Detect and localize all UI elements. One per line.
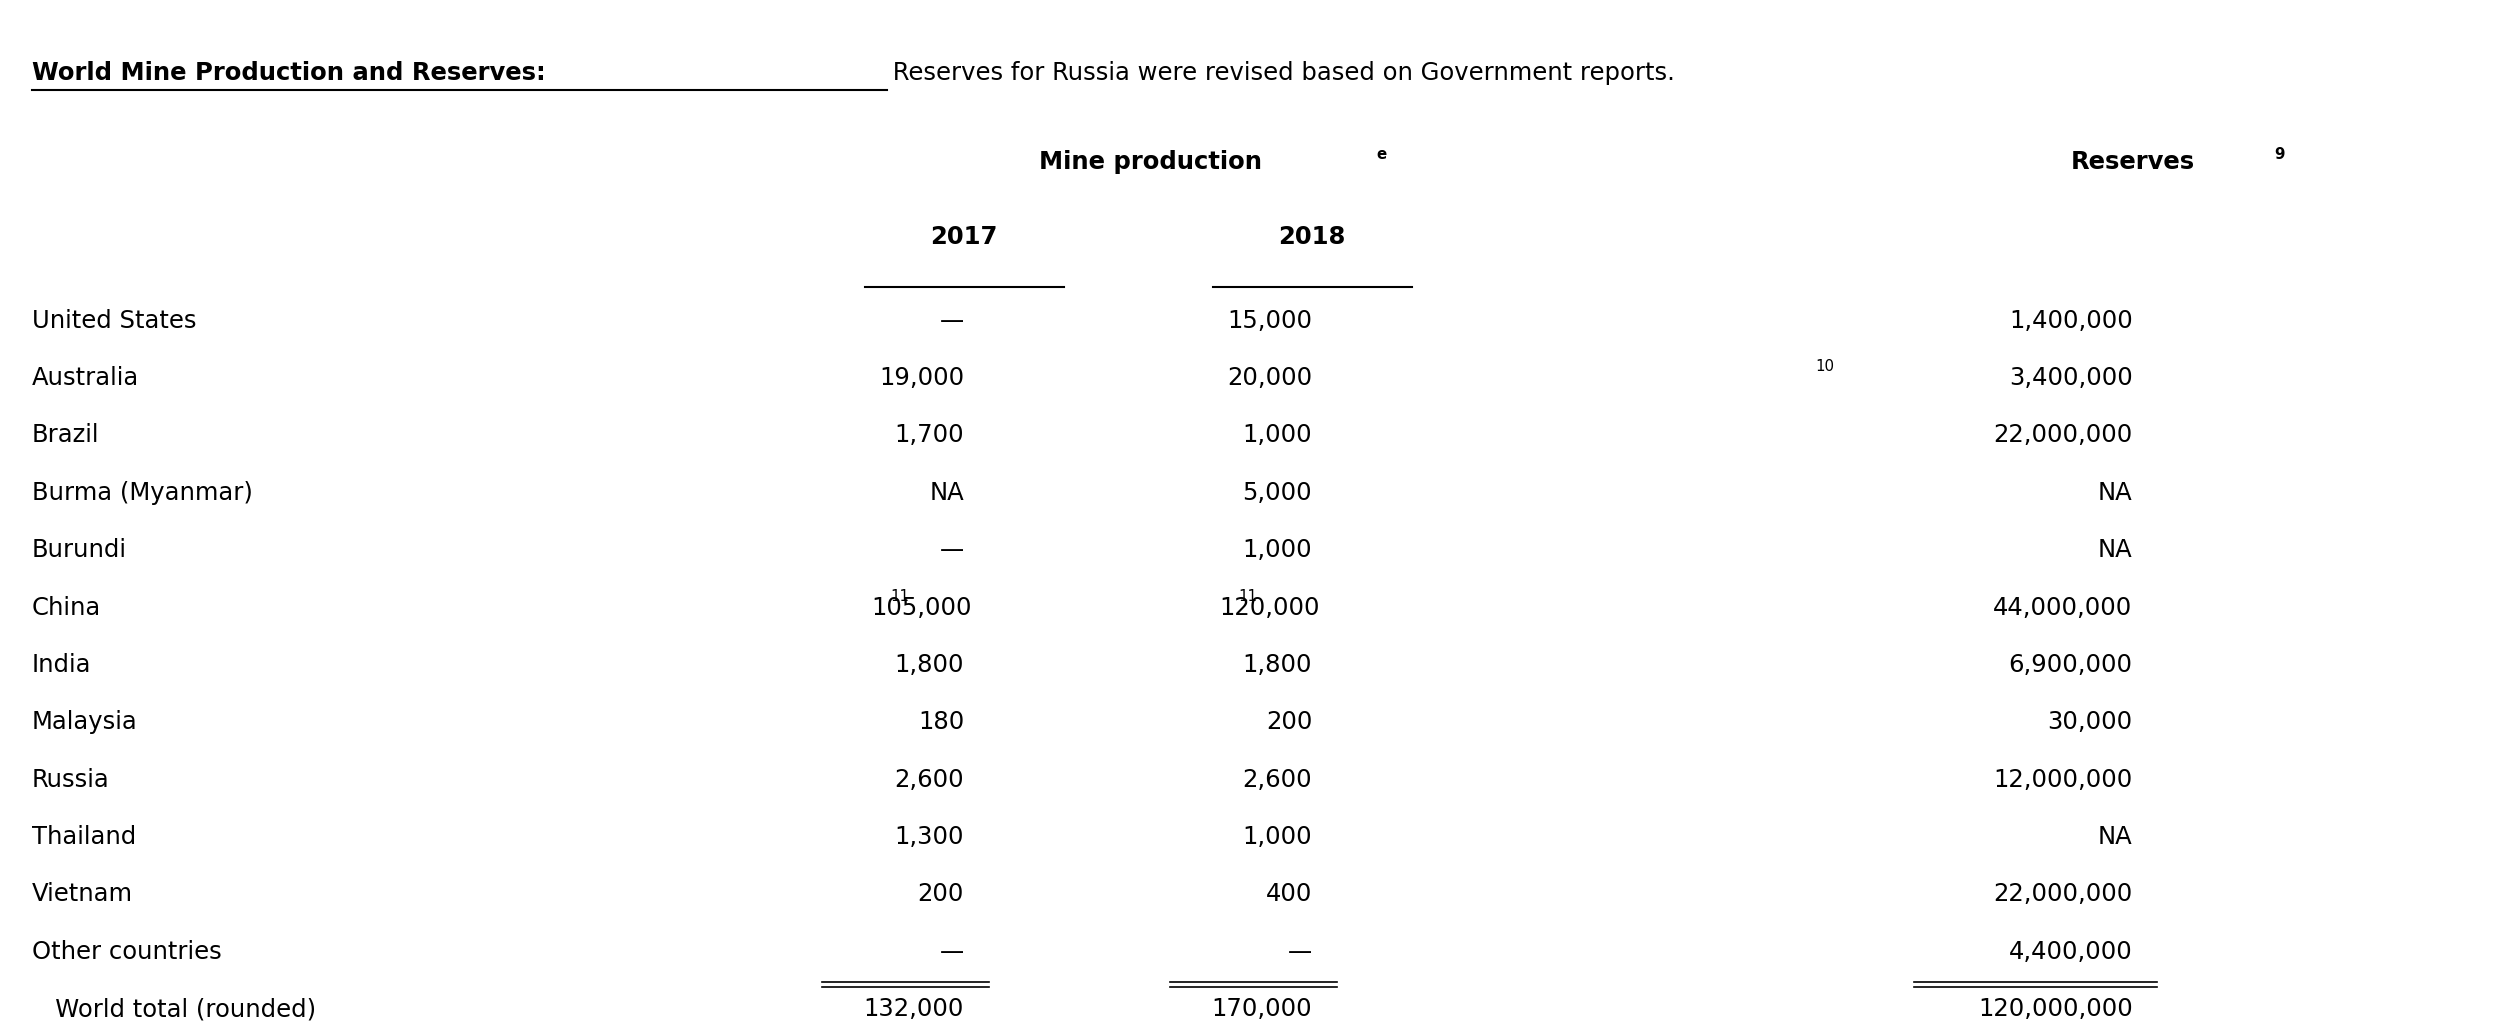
Text: 2,600: 2,600 <box>1242 768 1312 792</box>
Text: United States: United States <box>32 308 198 333</box>
Text: 1,700: 1,700 <box>895 424 965 447</box>
Text: 19,000: 19,000 <box>880 366 965 390</box>
Text: 11: 11 <box>1238 589 1258 603</box>
Text: 180: 180 <box>918 710 965 734</box>
Text: 22,000,000: 22,000,000 <box>1992 882 2132 907</box>
Text: 1,800: 1,800 <box>1242 653 1312 677</box>
Text: Other countries: Other countries <box>32 940 222 964</box>
Text: 5,000: 5,000 <box>1242 481 1312 505</box>
Text: 105,000: 105,000 <box>870 595 972 620</box>
Text: NA: NA <box>2098 825 2132 849</box>
Text: Russia: Russia <box>32 768 110 792</box>
Text: World Mine Production and Reserves:: World Mine Production and Reserves: <box>32 62 545 85</box>
Text: 2018: 2018 <box>1278 224 1345 249</box>
Text: World total (rounded): World total (rounded) <box>32 997 315 1021</box>
Text: Mine production: Mine production <box>1040 150 1262 175</box>
Text: 9: 9 <box>2275 147 2285 162</box>
Text: 30,000: 30,000 <box>2047 710 2132 734</box>
Text: —: — <box>940 308 965 333</box>
Text: 20,000: 20,000 <box>1228 366 1312 390</box>
Text: 12,000,000: 12,000,000 <box>1992 768 2132 792</box>
Text: e: e <box>1378 147 1388 162</box>
Text: NA: NA <box>930 481 965 505</box>
Text: 44,000,000: 44,000,000 <box>1992 595 2132 620</box>
Text: Australia: Australia <box>32 366 140 390</box>
Text: 400: 400 <box>1265 882 1312 907</box>
Text: Thailand: Thailand <box>32 825 135 849</box>
Text: —: — <box>940 940 965 964</box>
Text: Malaysia: Malaysia <box>32 710 138 734</box>
Text: 15,000: 15,000 <box>1228 308 1312 333</box>
Text: 6,900,000: 6,900,000 <box>2008 653 2132 677</box>
Text: 120,000: 120,000 <box>1220 595 1320 620</box>
Text: China: China <box>32 595 100 620</box>
Text: 1,300: 1,300 <box>895 825 965 849</box>
Text: Reserves: Reserves <box>2070 150 2195 175</box>
Text: 170,000: 170,000 <box>1212 997 1312 1021</box>
Text: Burma (Myanmar): Burma (Myanmar) <box>32 481 253 505</box>
Text: India: India <box>32 653 92 677</box>
Text: Reserves for Russia were revised based on Government reports.: Reserves for Russia were revised based o… <box>885 62 1675 85</box>
Text: NA: NA <box>2098 481 2132 505</box>
Text: NA: NA <box>2098 539 2132 562</box>
Text: 4,400,000: 4,400,000 <box>2010 940 2132 964</box>
Text: Brazil: Brazil <box>32 424 100 447</box>
Text: 1,800: 1,800 <box>895 653 965 677</box>
Text: 1,000: 1,000 <box>1242 539 1312 562</box>
Text: Burundi: Burundi <box>32 539 128 562</box>
Text: —: — <box>1288 940 1312 964</box>
Text: 10: 10 <box>1815 359 1835 374</box>
Text: 11: 11 <box>890 589 910 603</box>
Text: 132,000: 132,000 <box>862 997 965 1021</box>
Text: 22,000,000: 22,000,000 <box>1992 424 2132 447</box>
Text: 200: 200 <box>1265 710 1312 734</box>
Text: 120,000,000: 120,000,000 <box>1978 997 2132 1021</box>
Text: 1,000: 1,000 <box>1242 424 1312 447</box>
Text: 1,400,000: 1,400,000 <box>2010 308 2132 333</box>
Text: Vietnam: Vietnam <box>32 882 132 907</box>
Text: 1,000: 1,000 <box>1242 825 1312 849</box>
Text: 2017: 2017 <box>930 224 998 249</box>
Text: 200: 200 <box>918 882 965 907</box>
Text: 2,600: 2,600 <box>895 768 965 792</box>
Text: 3,400,000: 3,400,000 <box>2010 366 2132 390</box>
Text: —: — <box>940 539 965 562</box>
